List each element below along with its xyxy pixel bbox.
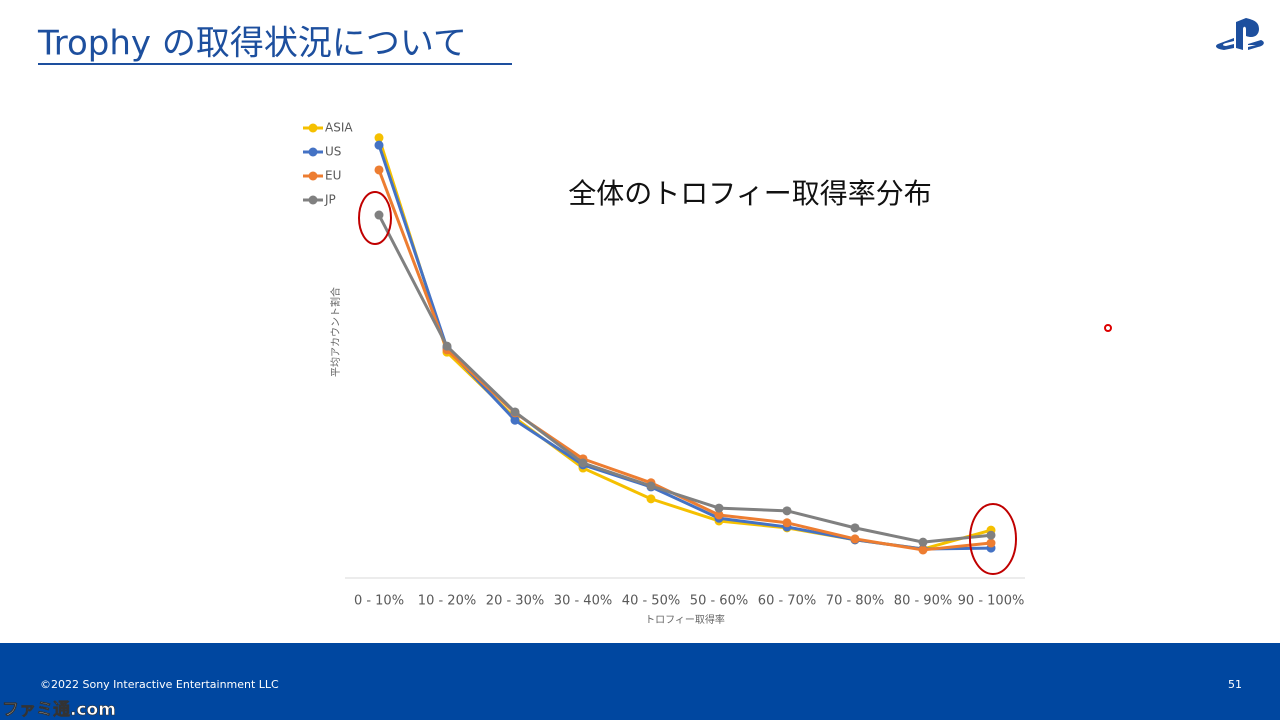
slide-title: Trophy の取得状況について — [37, 24, 467, 64]
series-point — [714, 510, 724, 520]
legend-swatch-dot — [308, 123, 318, 133]
x-axis-label: トロフィー取得率 — [645, 613, 725, 626]
chart-title: 全体のトロフィー取得率分布 — [568, 177, 931, 210]
series-point — [986, 530, 996, 540]
series-point — [714, 503, 724, 513]
x-tick-label: 60 - 70% — [758, 594, 816, 609]
highlight-circle — [358, 191, 392, 245]
series-point — [442, 341, 452, 351]
series-point — [578, 458, 588, 468]
x-tick-label: 0 - 10% — [354, 594, 404, 609]
page-number: 51 — [1228, 678, 1242, 691]
y-axis-label: 平均アカウント割合 — [329, 287, 342, 377]
x-tick-label: 20 - 30% — [486, 594, 544, 609]
plot: 0 - 10% 10 - 20% 20 - 30% 30 - 40% 40 - 50% 5… — [303, 121, 1024, 609]
pointer-dot — [1104, 324, 1112, 332]
x-tick-label: 40 - 50% — [622, 594, 680, 609]
series-point — [374, 165, 384, 175]
series-point — [918, 545, 928, 555]
x-tick-label: 70 - 80% — [826, 594, 884, 609]
watermark: ファミ通.com — [2, 700, 116, 720]
legend-swatch-dot — [308, 195, 318, 205]
playstation-logo — [1216, 18, 1264, 50]
series-point — [918, 537, 928, 547]
series-point — [374, 210, 384, 220]
legend-swatch-dot — [308, 171, 318, 181]
series-point — [850, 523, 860, 533]
series-point — [782, 506, 792, 516]
series-point — [374, 140, 384, 150]
series-point — [646, 481, 656, 491]
series-point — [646, 494, 656, 504]
legend-label: EU — [325, 169, 341, 183]
series-point — [374, 133, 384, 143]
x-tick-label: 80 - 90% — [894, 594, 952, 609]
series-point — [510, 415, 520, 425]
x-tick-label: 90 - 100% — [958, 594, 1025, 609]
series-point — [850, 534, 860, 544]
x-tick-label: 30 - 40% — [554, 594, 612, 609]
series-line — [377, 169, 992, 552]
footer-band — [0, 643, 1280, 720]
x-tick-label: 50 - 60% — [690, 594, 748, 609]
legend-label: JP — [324, 193, 336, 207]
series-point — [782, 518, 792, 528]
series-point — [510, 407, 520, 417]
series-point — [986, 538, 996, 548]
highlight-circle — [969, 503, 1017, 575]
legend-label: ASIA — [325, 121, 353, 135]
x-tick-label: 10 - 20% — [418, 594, 476, 609]
copyright: ©2022 Sony Interactive Entertainment LLC — [40, 678, 279, 691]
series-line — [377, 214, 992, 544]
legend-label: US — [325, 145, 341, 159]
legend-swatch-dot — [308, 147, 318, 157]
